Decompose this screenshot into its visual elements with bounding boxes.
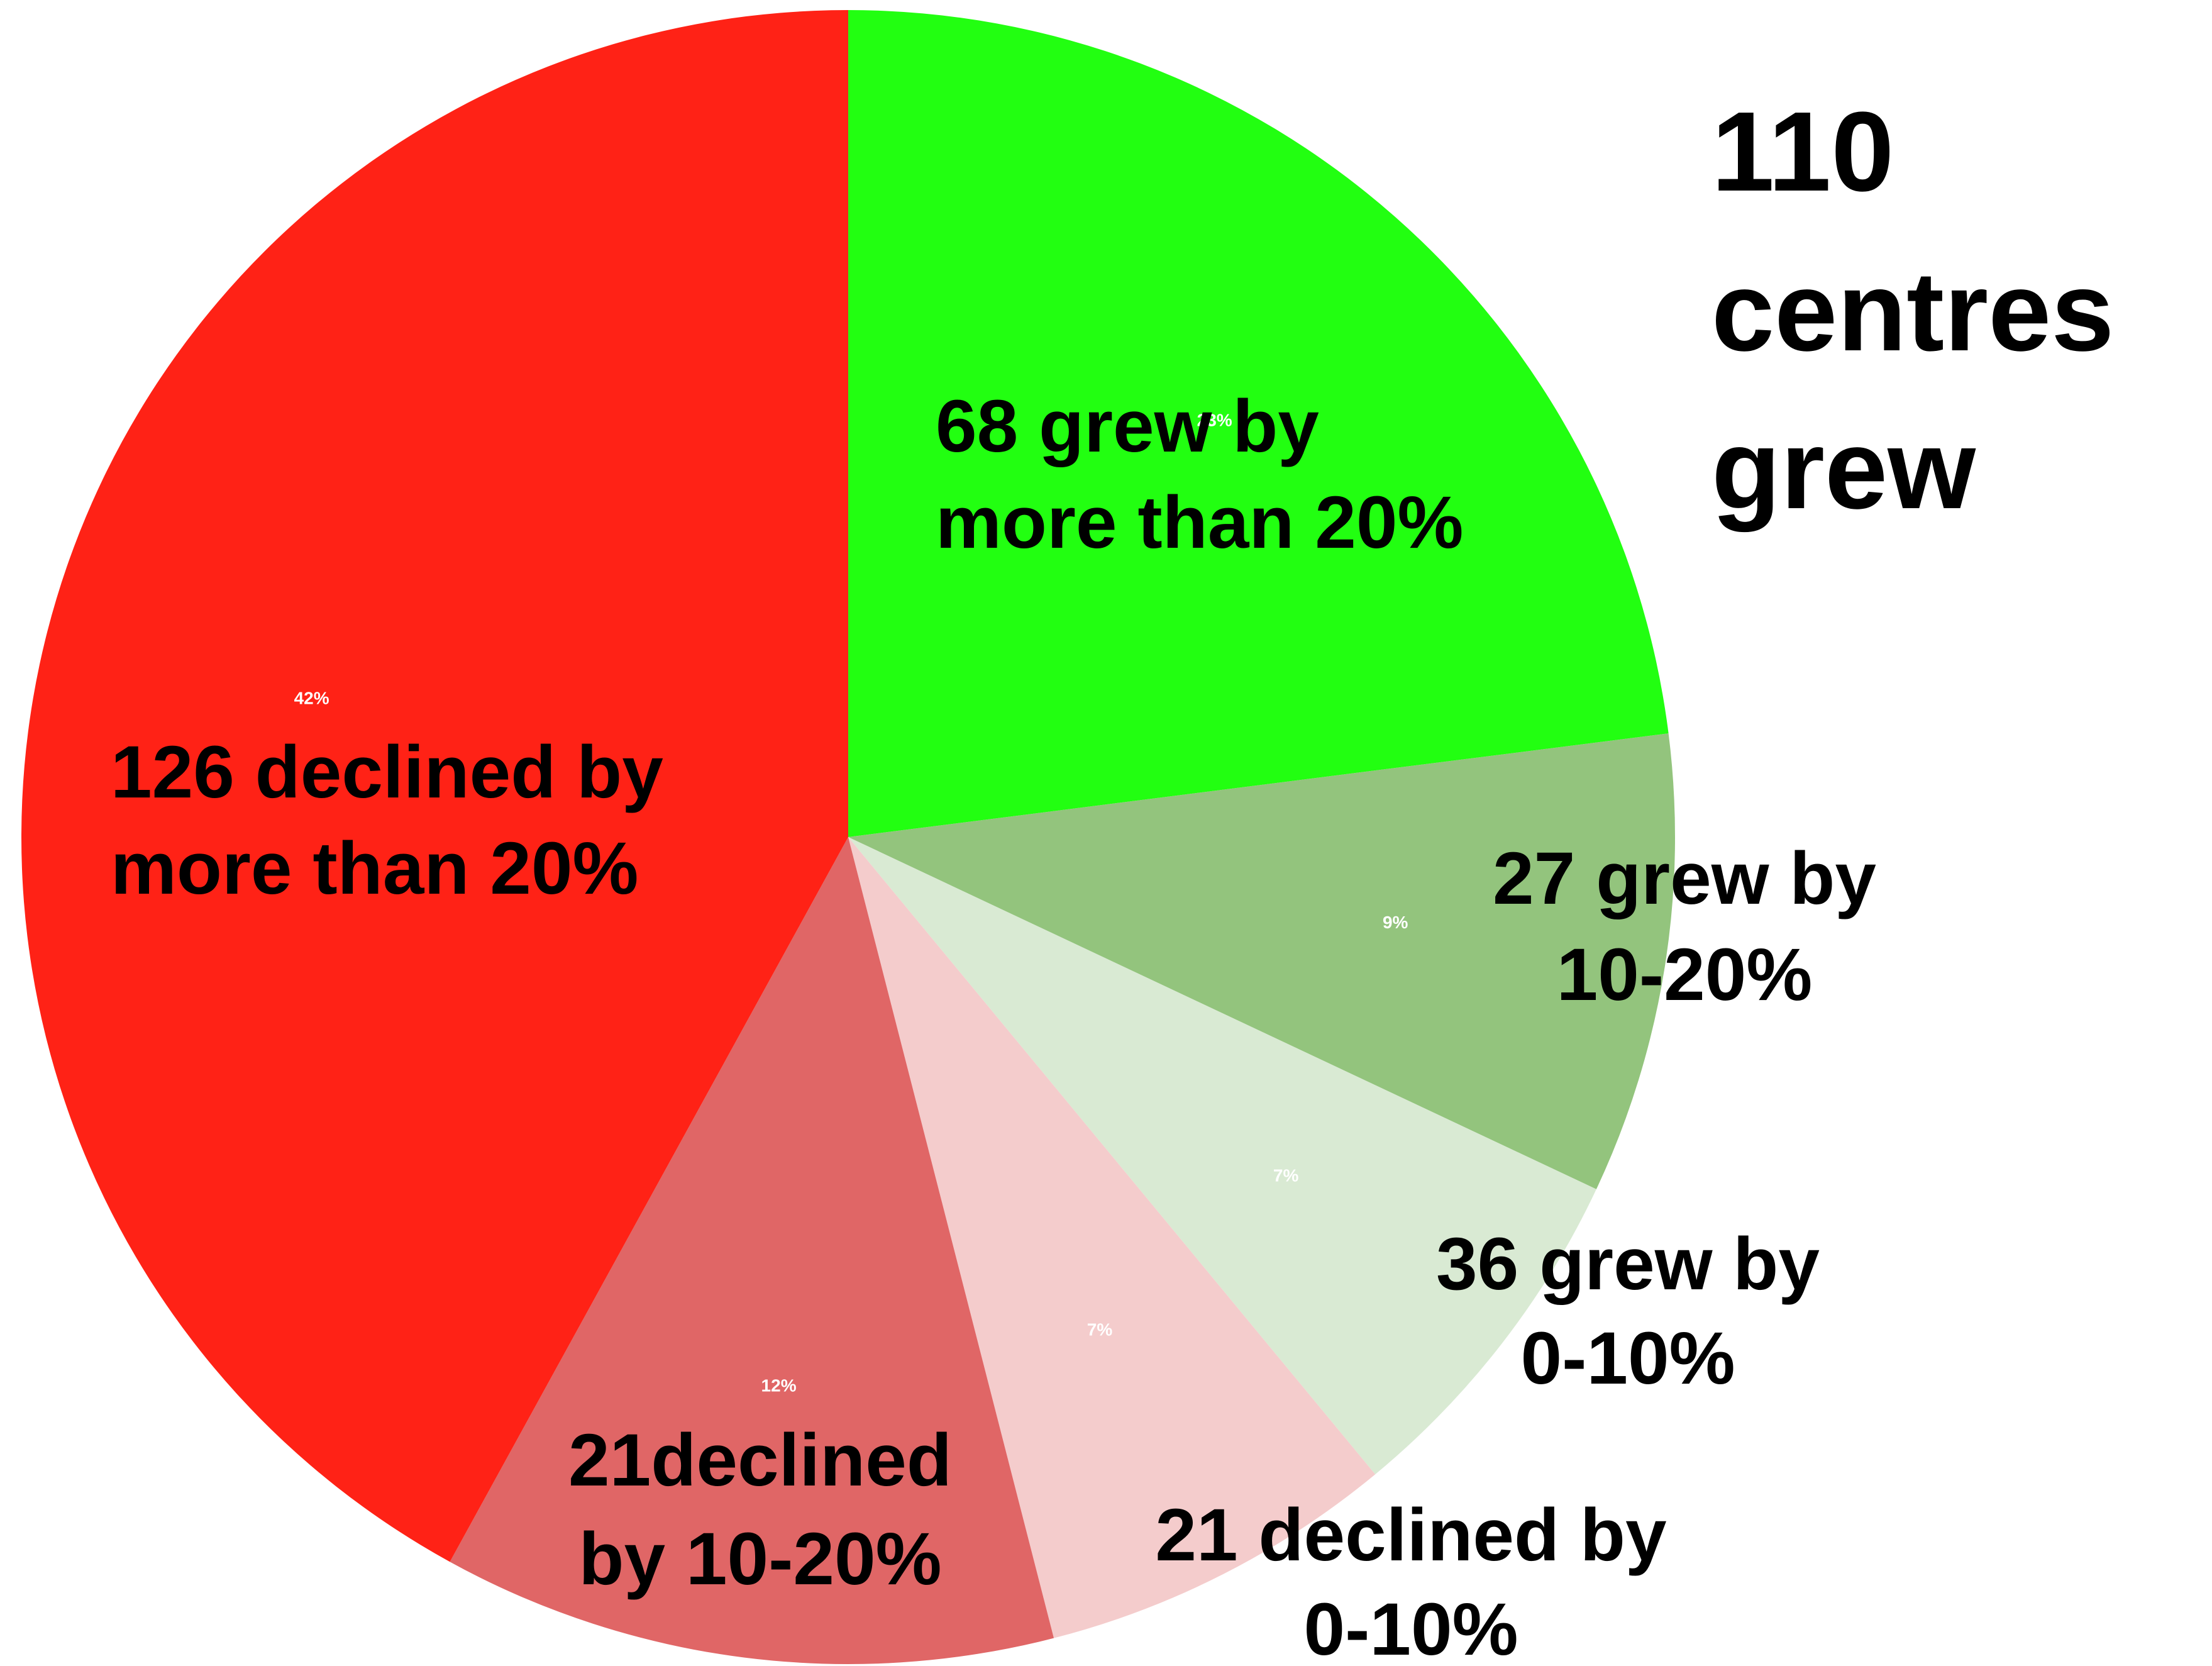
slice-annotation: 36 grew by [1436, 1223, 1820, 1306]
chart-title: centres [1712, 248, 2114, 375]
percent-label: 9% [1383, 913, 1408, 932]
percent-label: 23% [1197, 411, 1232, 430]
slice-annotation: 27 grew by [1493, 837, 1876, 920]
slice-annotation: by 10-20% [578, 1518, 941, 1601]
slice-annotation: 126 declined by [111, 731, 663, 814]
pie-slice [848, 837, 1596, 1475]
pie-slice [848, 733, 1676, 1189]
percent-label: 12% [761, 1375, 797, 1395]
percent-label: 42% [294, 688, 329, 708]
slice-annotation: 68 grew by [936, 385, 1319, 468]
slice-annotation: more than 20% [111, 827, 638, 910]
slice-annotation: 21declined [568, 1419, 952, 1502]
slice-annotation: 0-10% [1303, 1588, 1518, 1666]
percent-label: 7% [1087, 1319, 1113, 1339]
pie-slice [848, 837, 1376, 1638]
slice-annotation: 21 declined by [1155, 1494, 1666, 1577]
pie-slice [21, 10, 849, 1562]
chart-title: grew [1712, 406, 1976, 533]
slice-annotation: 0-10% [1520, 1317, 1735, 1400]
chart-title: 110 [1712, 89, 1894, 215]
pie-slice [848, 10, 1669, 837]
percent-label: 7% [1273, 1165, 1299, 1185]
slice-annotation: more than 20% [936, 481, 1463, 564]
pie-slice [450, 837, 1054, 1664]
slice-annotation: 10-20% [1557, 933, 1813, 1016]
